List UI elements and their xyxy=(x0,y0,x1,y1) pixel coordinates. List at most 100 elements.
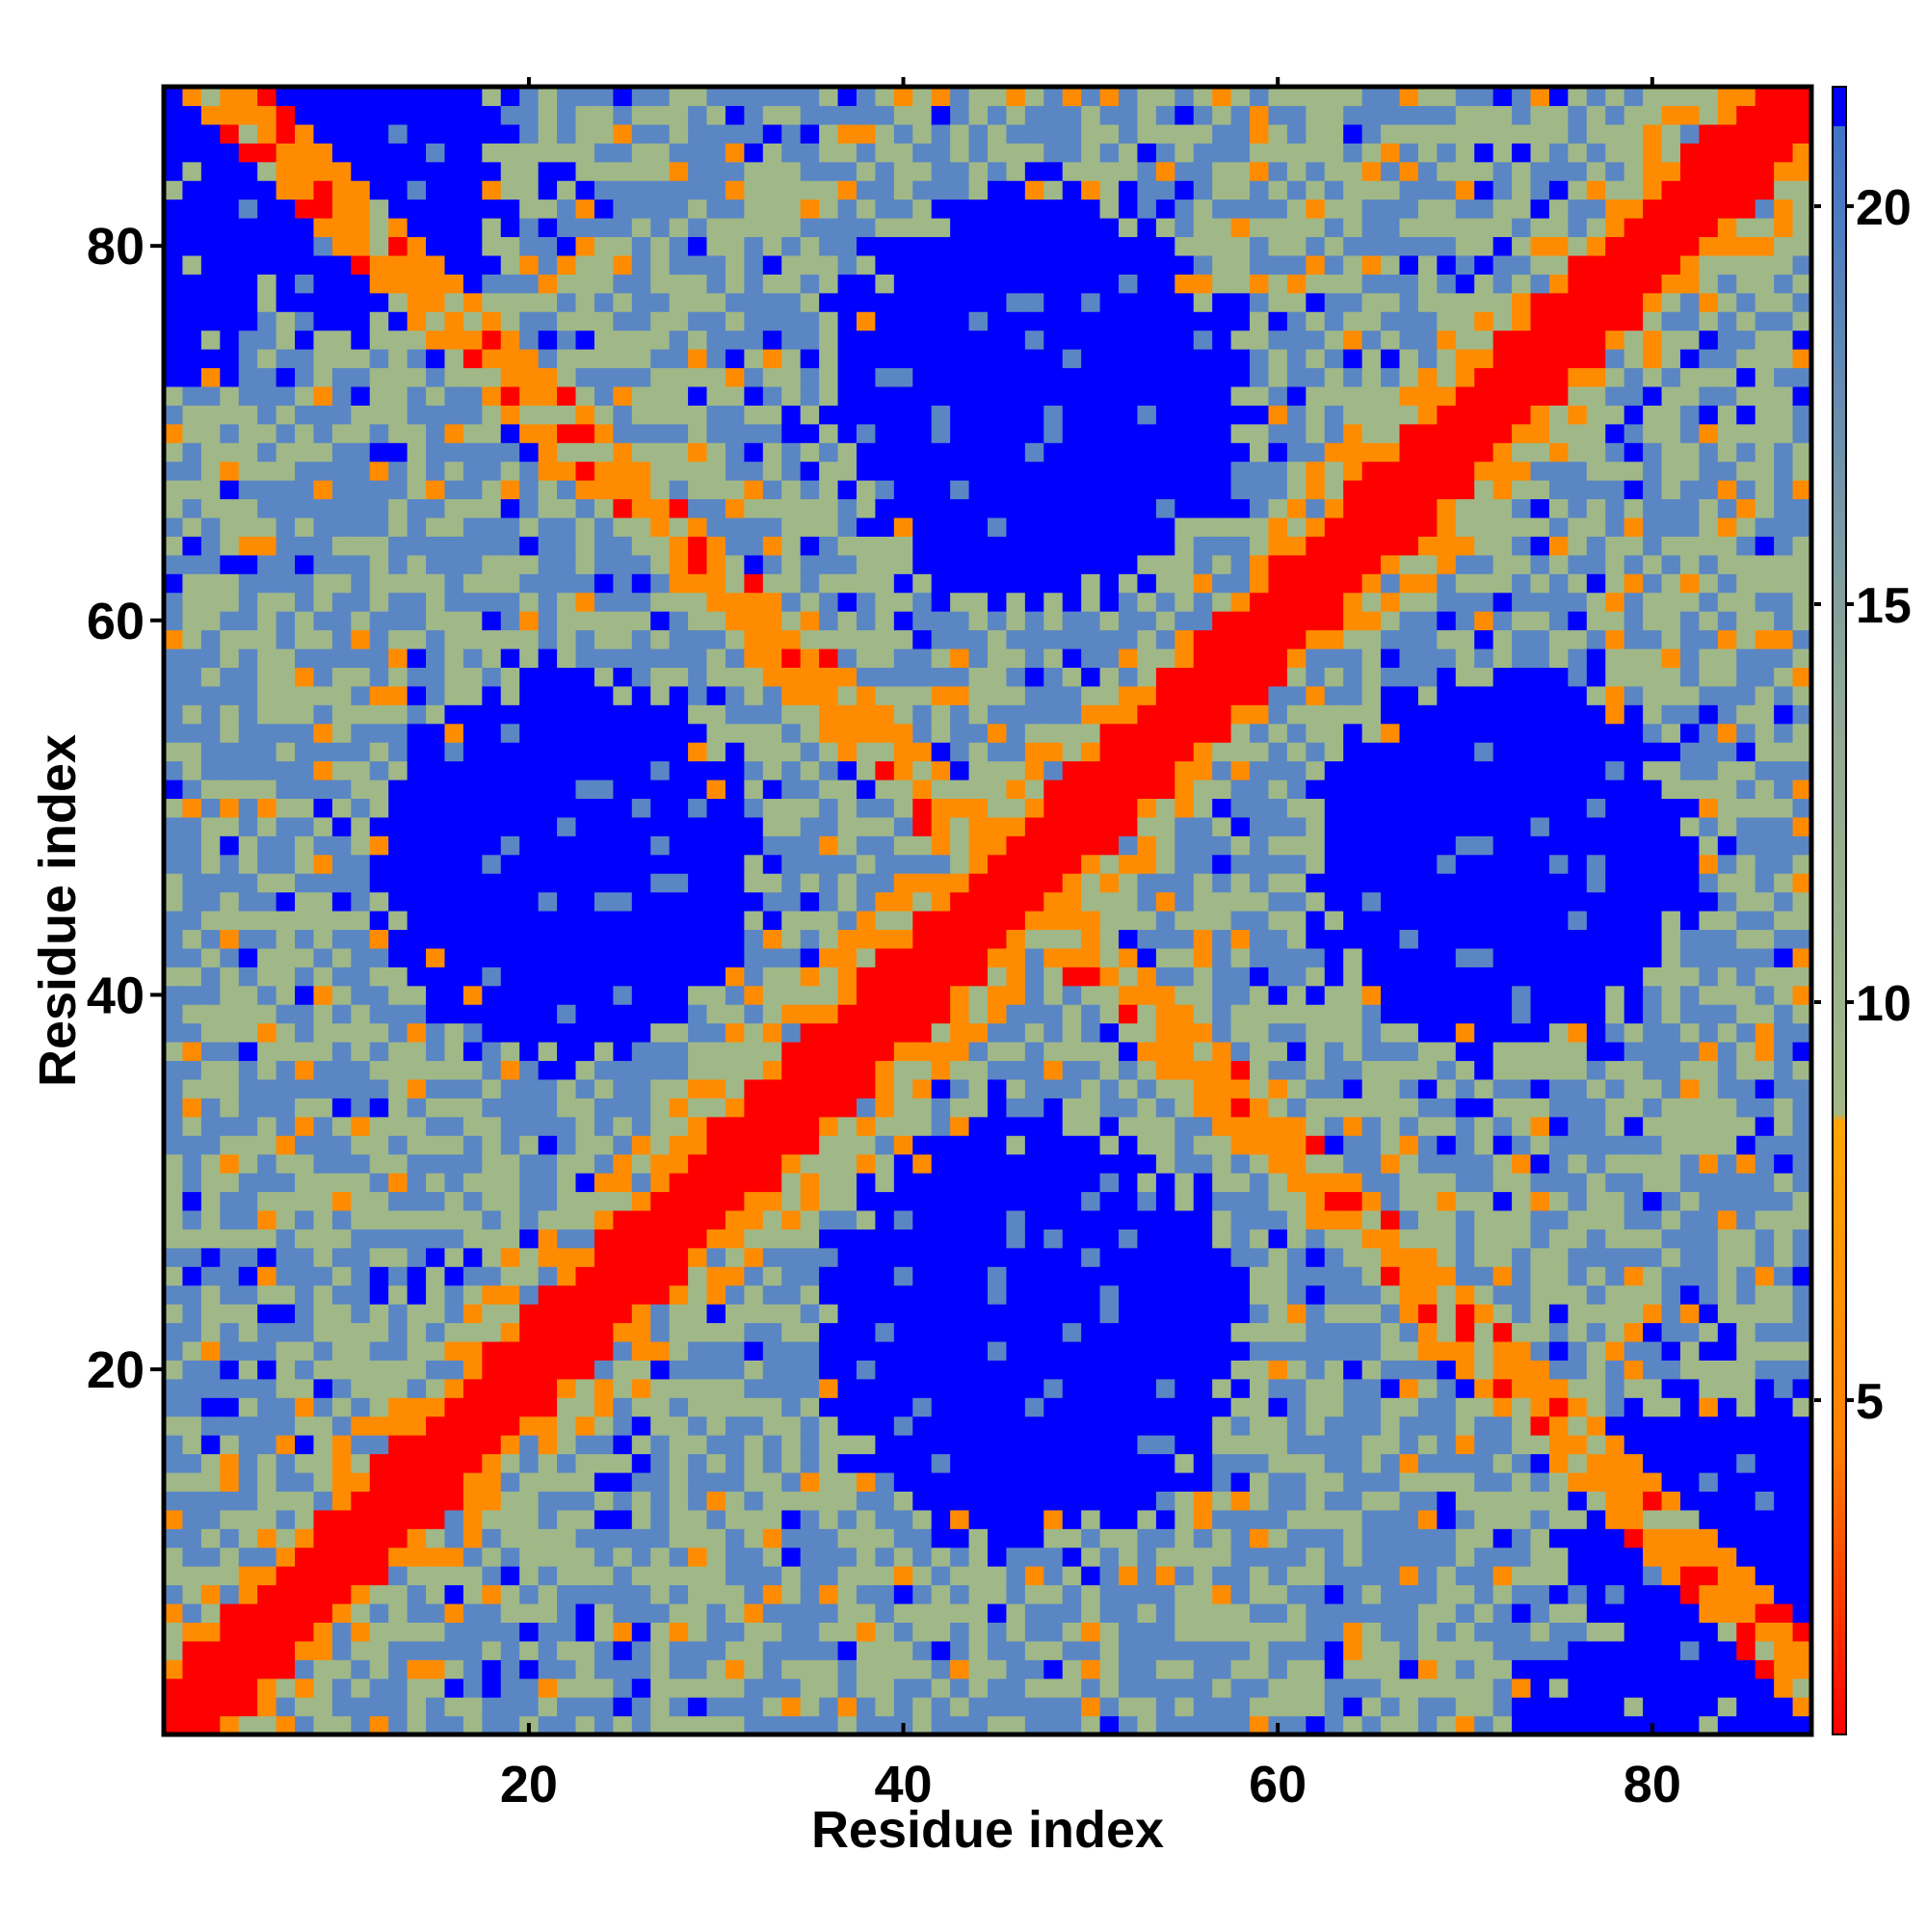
heatmap-cell xyxy=(575,1566,595,1586)
heatmap-cell xyxy=(538,760,558,781)
heatmap-cell xyxy=(725,1547,745,1567)
heatmap-cell xyxy=(276,1453,296,1473)
heatmap-cell xyxy=(762,648,782,668)
heatmap-cell xyxy=(575,573,595,594)
heatmap-cell xyxy=(594,292,614,312)
heatmap-cell xyxy=(594,1004,614,1024)
heatmap-cell xyxy=(669,87,689,107)
heatmap-cell xyxy=(594,1697,614,1717)
heatmap-cell xyxy=(276,1528,296,1548)
heatmap-cell xyxy=(220,1602,240,1624)
heatmap-cell xyxy=(388,1435,409,1455)
heatmap-cell xyxy=(200,105,221,125)
heatmap-cell xyxy=(557,1378,577,1398)
heatmap-cell xyxy=(650,1435,671,1455)
heatmap-cell xyxy=(295,330,315,350)
heatmap-cell xyxy=(931,105,951,125)
heatmap-cell xyxy=(407,554,427,574)
heatmap-cell xyxy=(351,1659,371,1680)
heatmap-cell xyxy=(893,629,913,649)
heatmap-cell xyxy=(1006,1697,1026,1717)
heatmap-cell xyxy=(1043,667,1064,687)
heatmap-cell xyxy=(538,1322,558,1342)
heatmap-cell xyxy=(1006,423,1026,443)
heatmap-cell xyxy=(931,349,951,369)
heatmap-cell xyxy=(1193,385,1213,406)
heatmap-cell xyxy=(613,1453,633,1473)
heatmap-cell xyxy=(631,573,651,594)
heatmap-cell xyxy=(1081,442,1101,463)
heatmap-cell xyxy=(407,1078,427,1098)
heatmap-cell xyxy=(1024,1528,1044,1548)
heatmap-cell xyxy=(257,1547,277,1567)
heatmap-cell xyxy=(351,985,371,1005)
heatmap-cell xyxy=(519,461,540,481)
heatmap-cell xyxy=(1155,1491,1175,1511)
heatmap-cell xyxy=(182,1060,202,1080)
heatmap-cell xyxy=(1081,1229,1101,1249)
heatmap-cell xyxy=(762,367,782,387)
heatmap-cell xyxy=(744,966,764,987)
heatmap-cell xyxy=(200,1622,221,1642)
heatmap-cell xyxy=(313,87,333,107)
heatmap-cell xyxy=(369,854,389,874)
heatmap-cell xyxy=(1137,873,1157,893)
heatmap-cell xyxy=(1175,1116,1195,1136)
heatmap-cell xyxy=(800,742,820,762)
heatmap-cell xyxy=(1081,1547,1101,1567)
heatmap-cell xyxy=(220,1640,240,1660)
heatmap-cell xyxy=(557,385,577,406)
heatmap-cell xyxy=(500,1678,520,1698)
heatmap-cell xyxy=(351,760,371,781)
heatmap-cell xyxy=(1081,1528,1101,1548)
heatmap-cell xyxy=(500,161,520,181)
heatmap-cell xyxy=(968,1229,989,1249)
heatmap-cell xyxy=(762,1304,782,1324)
heatmap-cell xyxy=(519,704,540,725)
heatmap-cell xyxy=(893,873,913,893)
heatmap-cell xyxy=(706,1659,726,1680)
heatmap-cell xyxy=(331,274,352,294)
heatmap-cell xyxy=(912,311,933,331)
heatmap-cell xyxy=(369,180,389,200)
heatmap-cell xyxy=(650,554,671,574)
heatmap-cell xyxy=(893,1678,913,1698)
heatmap-cell xyxy=(594,1060,614,1080)
heatmap-cell xyxy=(1081,274,1101,294)
heatmap-cell xyxy=(164,704,184,725)
heatmap-cell xyxy=(407,1135,427,1155)
heatmap-cell xyxy=(669,105,689,125)
heatmap-cell xyxy=(1119,742,1139,762)
heatmap-cell xyxy=(837,1322,858,1342)
heatmap-cell xyxy=(1099,629,1120,649)
heatmap-cell xyxy=(819,1659,839,1680)
heatmap-cell xyxy=(1099,873,1120,893)
heatmap-cell xyxy=(931,442,951,463)
heatmap-cell xyxy=(407,1471,427,1492)
heatmap-cell xyxy=(725,685,745,705)
heatmap-cell xyxy=(519,779,540,800)
heatmap-cell xyxy=(650,1060,671,1080)
heatmap-cell xyxy=(837,742,858,762)
heatmap-cell xyxy=(182,685,202,705)
heatmap-cell xyxy=(800,1284,820,1305)
heatmap-cell xyxy=(912,143,933,163)
heatmap-cell xyxy=(1081,835,1101,856)
heatmap-cell xyxy=(819,1284,839,1305)
heatmap-cell xyxy=(331,423,352,443)
heatmap-cell xyxy=(575,611,595,631)
heatmap-cell xyxy=(1099,667,1120,687)
heatmap-cell xyxy=(331,161,352,181)
heatmap-cell xyxy=(182,367,202,387)
heatmap-cell xyxy=(295,1435,315,1455)
heatmap-cell xyxy=(220,798,240,818)
heatmap-cell xyxy=(257,835,277,856)
heatmap-cell xyxy=(1212,1715,1232,1735)
heatmap-cell xyxy=(238,516,258,537)
heatmap-cell xyxy=(220,423,240,443)
heatmap-cell xyxy=(238,480,258,500)
heatmap-cell xyxy=(1155,1715,1175,1735)
heatmap-cell xyxy=(856,1153,877,1174)
heatmap-cell xyxy=(575,1697,595,1717)
heatmap-cell xyxy=(631,592,651,612)
